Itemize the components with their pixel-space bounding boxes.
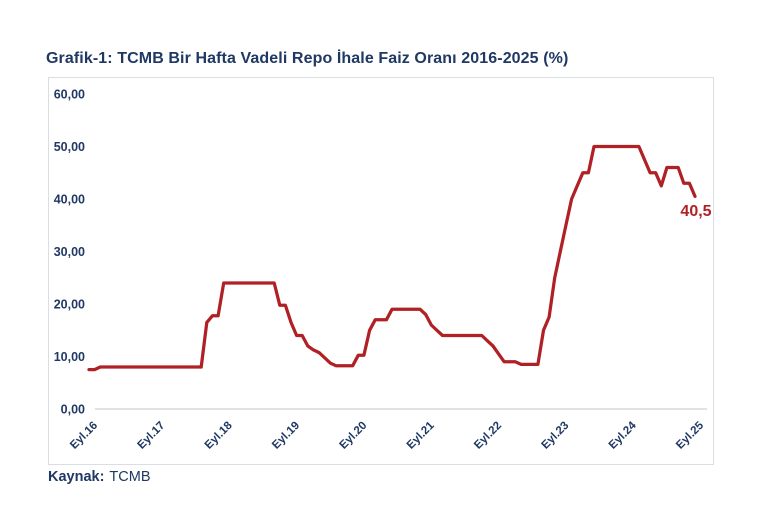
y-axis-tick-label: 50,00 <box>54 140 85 154</box>
x-axis-tick-label: Eyl.22 <box>472 420 504 452</box>
y-axis-tick-label: 0,00 <box>61 403 85 417</box>
chart-title: Grafik-1: TCMB Bir Hafta Vadeli Repo İha… <box>46 50 569 67</box>
x-axis-tick-label: Eyl.17 <box>135 420 167 452</box>
source-line: Kaynak: TCMB <box>48 469 151 485</box>
y-axis-tick-label: 30,00 <box>54 245 85 259</box>
y-axis-tick-label: 20,00 <box>54 298 85 312</box>
chart-svg: 0,00 10,00 20,00 30,00 40,00 50,00 60,00 Eyl.16… <box>54 88 712 452</box>
x-axis-tick-label: Eyl.18 <box>203 419 235 451</box>
source-value: TCMB <box>109 469 151 485</box>
x-axis-tick-label: Eyl.23 <box>539 420 571 452</box>
source-label: Kaynak: <box>48 469 105 485</box>
chart-plot-area: 0,00 10,00 20,00 30,00 40,00 50,00 60,00 Eyl.16… <box>48 77 714 465</box>
y-axis-tick-label: 10,00 <box>54 350 85 364</box>
x-axis-tick-label: Eyl.20 <box>337 420 369 452</box>
x-axis-tick-label: Eyl.24 <box>607 419 639 451</box>
x-axis-tick-label: Eyl.16 <box>68 420 100 452</box>
x-axis-tick-label: Eyl.21 <box>405 419 437 451</box>
y-axis-tick-label: 60,00 <box>54 88 85 102</box>
x-axis-tick-label: Eyl.25 <box>674 419 706 451</box>
end-value-label: 40,5 <box>680 203 711 220</box>
y-axis-tick-label: 40,00 <box>54 193 85 207</box>
x-axis-tick-label: Eyl.19 <box>270 420 302 452</box>
rate-line-series <box>87 144 697 372</box>
